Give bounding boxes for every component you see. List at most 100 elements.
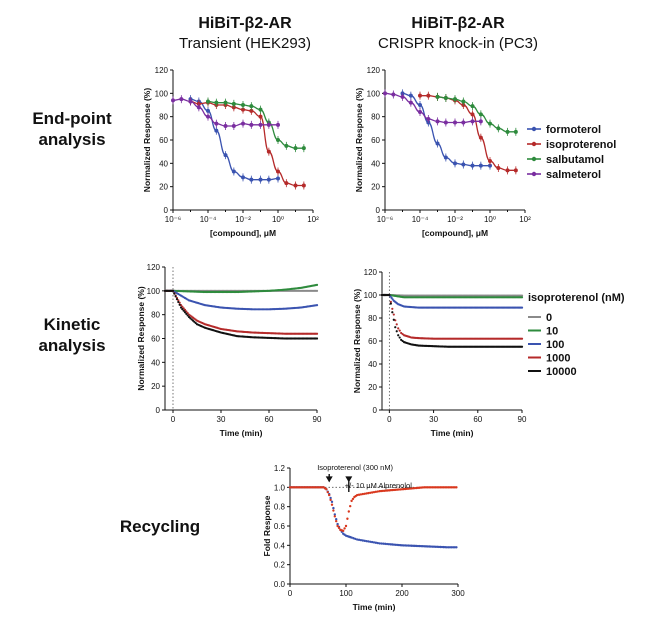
data-point [365,492,368,495]
data-point [384,542,387,546]
legend-marker [531,171,537,177]
endpoint-hek293-panel: 0 20 40 60 80 100 120 10⁻⁶ 10⁻⁴ 10⁻² 10⁰ 10² [compou… [142,66,319,238]
row-label-endpoint-line1: End-point [32,109,112,128]
data-point [231,101,236,106]
data-point [453,97,457,102]
x-tick-label: 10⁻² [235,215,251,224]
data-point [391,92,396,97]
data-point [363,492,366,495]
data-point [185,312,188,315]
data-point [336,522,339,526]
data-point [258,114,263,119]
data-point [426,93,431,98]
data-point [329,496,332,500]
data-point [326,490,329,494]
data-point [372,490,376,494]
legend-label: 10000 [546,366,577,378]
data-point [182,309,185,312]
data-point [206,114,210,119]
data-point [443,155,448,160]
data-point [333,515,336,518]
data-point [470,112,475,117]
series-salmeterol [383,89,483,127]
series-salbutamol [206,97,306,153]
data-point [231,169,236,174]
series-10 [163,283,319,294]
x-tick-label: 90 [518,415,527,424]
data-point [223,124,228,128]
y-tick-label: 0.2 [274,561,286,570]
data-point [315,332,319,335]
data-point [351,497,355,501]
data-point [359,538,363,542]
data-point [389,302,392,305]
data-point [284,181,289,186]
x-tick-label: 10² [519,215,531,224]
data-point [171,98,175,103]
recycling-panel: 0.0 0.2 0.4 0.6 0.8 1.0 1.2 0 100 200 300 Time (min… [262,463,465,612]
y-tick-label: 20 [368,383,377,392]
data-point [363,539,366,543]
data-point [385,542,389,546]
x-tick-label: 90 [313,415,322,424]
data-point [293,183,298,188]
y-tick-label: 1.0 [274,483,286,492]
y-axis-label: Fold Response [262,495,272,556]
y-tick-label: 60 [159,136,168,145]
legend-label: 1000 [546,353,570,365]
y-tick-label: 100 [367,89,381,98]
data-point [361,492,364,496]
kinetic-pc3-panel: 0 20 40 60 80 100 120 0 30 60 90 Time (min) Normaliz… [352,268,527,438]
y-axis-label: Normalized Response (%) [142,88,152,193]
y-tick-label: 100 [147,287,161,296]
data-point [258,177,263,182]
data-point [356,493,359,497]
data-point [392,318,395,321]
data-point [249,104,254,109]
x-tick-label: 10⁻⁶ [165,215,181,224]
legend-label: salbutamol [546,154,604,166]
data-point [387,543,391,546]
data-point [513,168,518,173]
series-1000 [380,293,524,340]
data-point [369,491,372,495]
data-point [418,110,422,114]
data-point [388,293,391,297]
row-label-kinetic-line2: analysis [38,336,105,355]
annotation-label: +/- 10 μM Alprenolol [345,481,412,490]
data-point [284,143,289,148]
data-point [513,129,518,134]
x-tick-label: 10² [307,215,319,224]
data-point [328,493,331,497]
data-point [276,138,280,142]
y-axis-label: Normalized Response (%) [352,289,362,394]
data-point [186,314,189,317]
data-point [315,283,319,286]
data-point [397,327,400,330]
y-tick-label: 60 [371,136,380,145]
data-point [171,289,175,292]
data-point [241,175,245,180]
data-point [374,490,378,494]
series-curve [437,96,516,133]
data-point [400,94,405,99]
data-point [276,122,280,127]
data-point [453,120,457,125]
row-label-kinetic-line1: Kinetic [44,315,101,334]
y-tick-label: 80 [151,311,160,320]
data-point [488,163,492,168]
x-tick-label: 200 [395,589,409,598]
data-point [382,542,385,545]
data-point [173,292,176,295]
row-label-recycling: Recycling [120,517,200,536]
data-point [401,339,404,343]
data-point [369,540,372,543]
y-tick-label: 60 [368,337,377,346]
arrow-head [325,476,333,483]
data-point [249,122,254,127]
data-point [361,539,364,542]
data-point [478,163,483,168]
series-curve [420,95,516,171]
